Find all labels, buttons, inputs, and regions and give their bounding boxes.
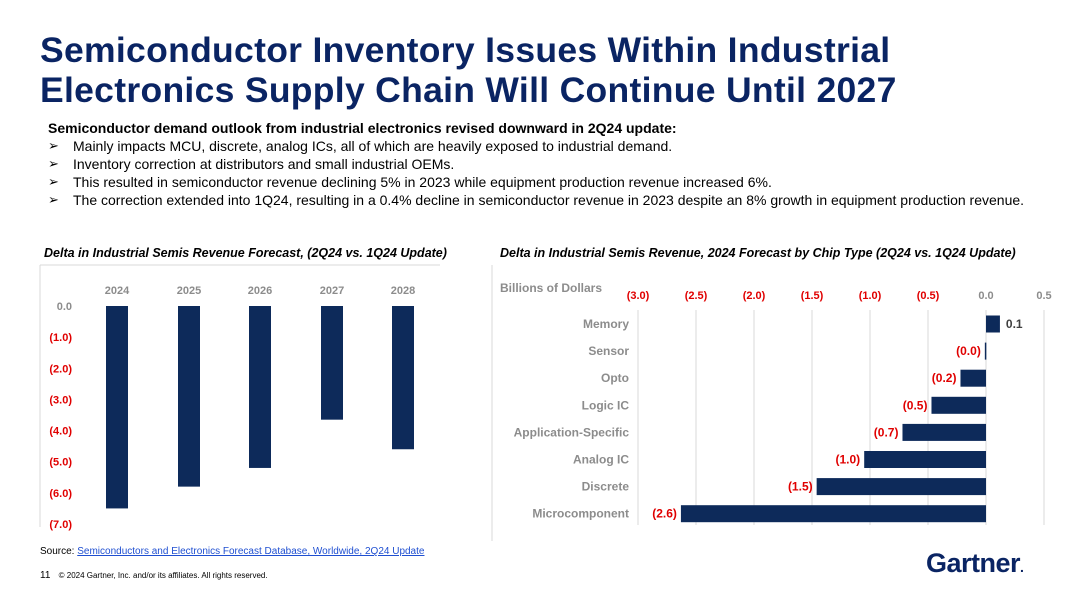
category-label: Logic IC bbox=[582, 398, 630, 412]
bar-Sensor bbox=[984, 342, 987, 360]
bar-Application-Specific bbox=[902, 423, 986, 441]
arrow-bullet-icon: ➢ bbox=[48, 138, 59, 153]
y-tick-label: (2.0) bbox=[49, 363, 72, 375]
bar-Memory bbox=[986, 315, 1000, 333]
x-tick-label: (2.5) bbox=[685, 290, 708, 302]
data-label: (1.0) bbox=[836, 453, 861, 467]
bullet-item: ➢ Inventory correction at distributors an… bbox=[48, 155, 1048, 173]
category-label: Opto bbox=[601, 371, 629, 385]
bar-2024 bbox=[106, 306, 128, 509]
bar-2028 bbox=[392, 306, 414, 450]
bullet-item: ➢ The correction extended into 1Q24, resu… bbox=[48, 191, 1048, 209]
y-tick-label: (1.0) bbox=[49, 332, 72, 344]
bar-2026 bbox=[249, 306, 271, 468]
bar-Analog IC bbox=[864, 451, 986, 468]
intro-text: Semiconductor demand outlook from indust… bbox=[48, 120, 677, 136]
source-link[interactable]: Semiconductors and Electronics Forecast … bbox=[77, 546, 425, 557]
page-title: Semiconductor Inventory Issues Within In… bbox=[40, 30, 897, 110]
arrow-bullet-icon: ➢ bbox=[48, 192, 59, 207]
copyright-text: © 2024 Gartner, Inc. and/or its affiliat… bbox=[58, 571, 268, 580]
y-tick-label: (3.0) bbox=[49, 394, 72, 406]
x-tick-label: (1.5) bbox=[801, 290, 824, 302]
data-label: (2.6) bbox=[652, 507, 677, 521]
bullet-text: Mainly impacts MCU, discrete, analog ICs… bbox=[73, 138, 673, 154]
bullet-text: This resulted in semiconductor revenue d… bbox=[73, 174, 772, 190]
data-label: (0.7) bbox=[874, 425, 899, 439]
x-tick-label: 2025 bbox=[177, 285, 201, 297]
data-label: (1.5) bbox=[788, 480, 813, 494]
y-tick-label: (6.0) bbox=[49, 488, 72, 500]
unit-label: Billions of Dollars bbox=[500, 281, 602, 295]
data-label: (0.0) bbox=[956, 344, 981, 358]
source-label: Source: bbox=[40, 546, 75, 557]
x-tick-label: (0.5) bbox=[917, 290, 940, 302]
category-label: Analog IC bbox=[573, 453, 629, 467]
logo-dot: . bbox=[1020, 559, 1024, 575]
left-chart-title: Delta in Industrial Semis Revenue Foreca… bbox=[44, 246, 447, 260]
bar-2027 bbox=[321, 306, 343, 420]
bar-Logic IC bbox=[931, 396, 986, 414]
y-tick-label: (5.0) bbox=[49, 457, 72, 469]
logo-text: Gartner bbox=[926, 548, 1021, 578]
category-label: Memory bbox=[583, 317, 629, 331]
x-tick-label: 2026 bbox=[248, 285, 272, 297]
x-tick-label: 0.5 bbox=[1036, 290, 1051, 302]
x-tick-label: 2024 bbox=[105, 285, 130, 297]
bullet-text: The correction extended into 1Q24, resul… bbox=[73, 192, 1025, 208]
x-tick-label: (3.0) bbox=[627, 290, 650, 302]
data-label: (0.2) bbox=[932, 371, 957, 385]
category-label: Application-Specific bbox=[514, 425, 630, 439]
source-note: Source: Semiconductors and Electronics F… bbox=[40, 546, 424, 557]
bar-Discrete bbox=[816, 478, 986, 496]
category-label: Microcomponent bbox=[532, 507, 629, 521]
x-tick-label: 2028 bbox=[391, 285, 415, 297]
x-tick-label: (2.0) bbox=[743, 290, 766, 302]
bullet-item: ➢ Mainly impacts MCU, discrete, analog IC… bbox=[48, 137, 1048, 155]
data-label: (0.5) bbox=[903, 398, 928, 412]
x-tick-label: (1.0) bbox=[859, 290, 882, 302]
right-chart-title: Delta in Industrial Semis Revenue, 2024 … bbox=[500, 246, 1016, 260]
x-tick-label: 2027 bbox=[320, 285, 344, 297]
arrow-bullet-icon: ➢ bbox=[48, 156, 59, 171]
gartner-logo: Gartner. bbox=[926, 548, 1024, 579]
page-number: 11 bbox=[40, 570, 51, 581]
y-tick-label: (4.0) bbox=[49, 426, 72, 438]
footer: 11 © 2024 Gartner, Inc. and/or its affil… bbox=[40, 570, 268, 581]
y-tick-label: (7.0) bbox=[49, 519, 72, 531]
bar-2025 bbox=[178, 306, 200, 487]
bullet-list: ➢ Mainly impacts MCU, discrete, analog IC… bbox=[48, 137, 1048, 209]
bar-Microcomponent bbox=[680, 505, 986, 523]
arrow-bullet-icon: ➢ bbox=[48, 174, 59, 189]
bullet-text: Inventory correction at distributors and… bbox=[73, 156, 455, 172]
x-tick-label: 0.0 bbox=[978, 290, 993, 302]
category-label: Sensor bbox=[588, 344, 629, 358]
data-label: 0.1 bbox=[1006, 317, 1023, 331]
category-label: Discrete bbox=[582, 480, 630, 494]
bullet-item: ➢ This resulted in semiconductor revenue … bbox=[48, 173, 1048, 191]
y-tick-label: 0.0 bbox=[57, 301, 72, 313]
bar-Opto bbox=[960, 369, 986, 387]
